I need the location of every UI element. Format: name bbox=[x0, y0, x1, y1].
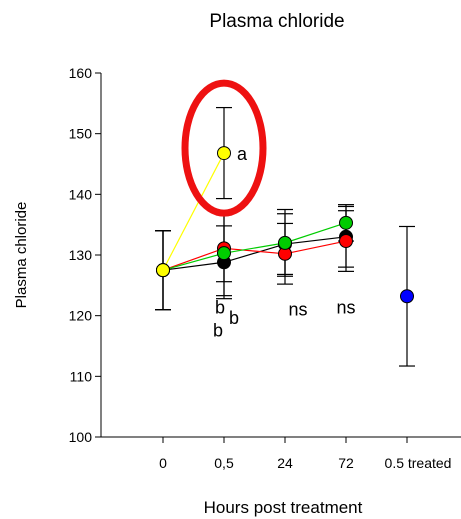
x-tick-label: 0.5 treated bbox=[385, 455, 452, 471]
data-point bbox=[156, 263, 170, 278]
data-point bbox=[339, 234, 353, 249]
series-line bbox=[162, 152, 225, 271]
y-tick-label: 110 bbox=[70, 368, 93, 384]
y-tick-label: 160 bbox=[69, 65, 93, 81]
x-tick-label: 72 bbox=[338, 455, 354, 471]
x-tick-label: 0,5 bbox=[214, 455, 234, 471]
y-axis-label: Plasma chloride bbox=[13, 202, 30, 309]
series-line bbox=[162, 240, 347, 271]
significance-label: ns bbox=[288, 299, 307, 319]
x-tick-label: 24 bbox=[277, 455, 293, 471]
significance-label: b bbox=[229, 308, 239, 328]
data-point bbox=[400, 289, 414, 304]
y-tick-label: 140 bbox=[69, 186, 93, 202]
y-tick-label: 100 bbox=[69, 429, 93, 445]
significance-label: b bbox=[215, 298, 225, 318]
data-point bbox=[217, 146, 231, 161]
y-tick-label: 130 bbox=[69, 247, 93, 263]
highlight-ellipse bbox=[181, 79, 267, 217]
series-line bbox=[162, 236, 347, 271]
data-point bbox=[278, 235, 292, 250]
y-tick-label: 150 bbox=[69, 126, 93, 142]
data-point bbox=[339, 215, 353, 230]
data-point bbox=[217, 246, 231, 261]
significance-label: ns bbox=[336, 298, 355, 318]
y-tick-label: 120 bbox=[69, 308, 93, 324]
x-axis-label: Hours post treatment bbox=[204, 498, 363, 517]
x-tick-label: 0 bbox=[159, 455, 167, 471]
series-line bbox=[162, 222, 347, 271]
significance-label: b bbox=[213, 321, 223, 341]
chart-title: Plasma chloride bbox=[209, 11, 344, 32]
significance-label: a bbox=[237, 144, 248, 164]
